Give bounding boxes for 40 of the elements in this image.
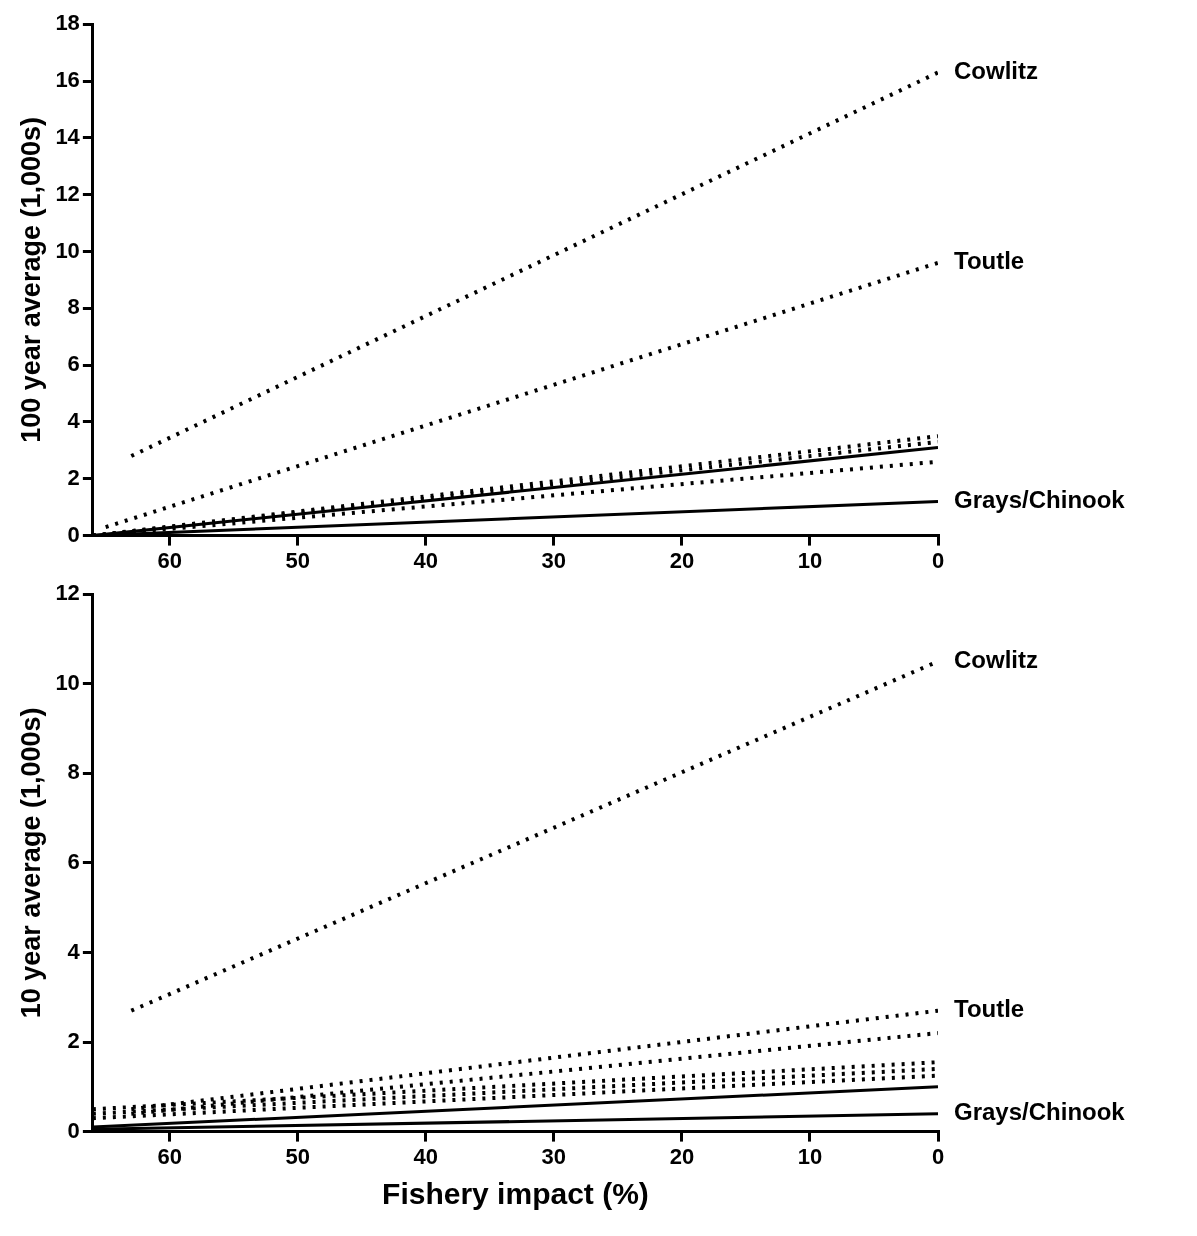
- x-tick-label: 10: [797, 1143, 823, 1169]
- x-tick-label: 30: [541, 1143, 567, 1169]
- series-label: Cowlitz: [954, 57, 1038, 85]
- series-label: Grays/Chinook: [954, 486, 1126, 514]
- y-tick-label: 8: [67, 759, 80, 785]
- y-tick-label: 18: [55, 10, 80, 36]
- y-tick-label: 0: [67, 521, 80, 547]
- y-tick-label: 0: [67, 1117, 80, 1143]
- y-axis-title: 100 year average (1,000s): [15, 117, 46, 443]
- y-tick-label: 10: [55, 669, 80, 695]
- y-tick-label: 12: [55, 180, 80, 206]
- y-tick-label: 6: [67, 848, 80, 874]
- y-axis-title: 10 year average (1,000s): [15, 707, 46, 1019]
- y-tick-label: 4: [67, 938, 81, 964]
- y-tick-label: 2: [67, 1028, 80, 1054]
- series-label: Grays/Chinook: [954, 1098, 1126, 1126]
- y-tick-label: 2: [67, 464, 80, 490]
- y-tick-label: 8: [67, 294, 80, 320]
- x-tick-label: 40: [413, 1143, 439, 1169]
- x-tick-label: 40: [413, 547, 439, 573]
- x-axis-title: Fishery impact (%): [382, 1177, 649, 1211]
- x-tick-label: 20: [669, 1143, 695, 1169]
- x-tick-label: 20: [669, 547, 695, 573]
- x-tick-label: 30: [541, 547, 567, 573]
- x-tick-label: 50: [285, 1143, 310, 1169]
- x-tick-label: 60: [157, 1143, 182, 1169]
- y-tick-label: 10: [55, 237, 80, 263]
- x-tick-label: 0: [931, 547, 945, 573]
- x-tick-label: 0: [931, 1143, 945, 1169]
- y-tick-label: 4: [67, 408, 81, 434]
- y-tick-label: 14: [55, 123, 81, 149]
- series-label: Cowlitz: [954, 646, 1038, 673]
- y-tick-label: 6: [67, 351, 80, 377]
- series-label: Toutle: [954, 995, 1025, 1023]
- x-tick-label: 60: [157, 547, 182, 573]
- y-tick-label: 12: [55, 580, 80, 606]
- series-label: Toutle: [954, 247, 1025, 275]
- x-tick-label: 10: [797, 547, 823, 573]
- y-tick-label: 16: [55, 67, 80, 93]
- x-tick-label: 50: [285, 547, 310, 573]
